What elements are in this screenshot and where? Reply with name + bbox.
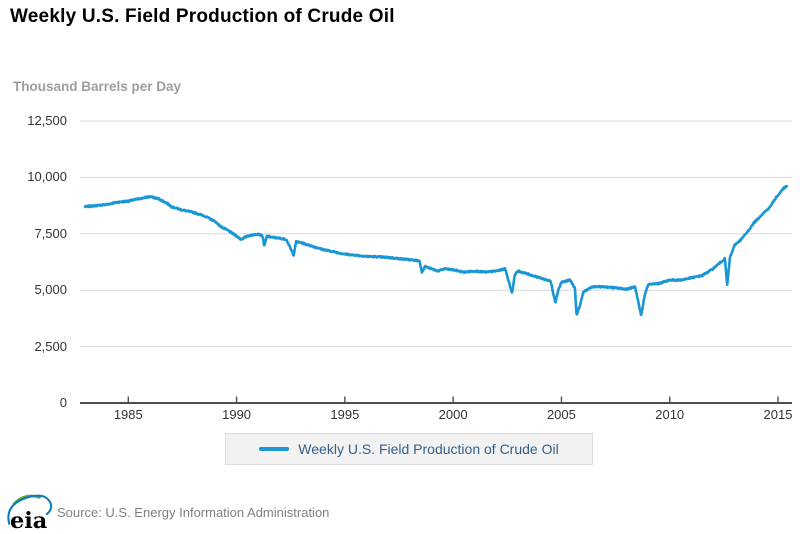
x-tick-label: 1990 [222, 407, 252, 422]
y-tick-label: 10,000 [27, 169, 67, 185]
source-note: Source: U.S. Energy Information Administ… [57, 505, 330, 520]
y-tick-label: 5,000 [34, 282, 67, 298]
y-tick-label: 12,500 [27, 113, 67, 128]
eia-logo: eia [7, 494, 53, 532]
x-tick-label: 2005 [546, 407, 576, 422]
legend-label: Weekly U.S. Field Production of Crude Oi… [298, 441, 559, 457]
chart-title: Weekly U.S. Field Production of Crude Oi… [10, 6, 395, 27]
footer: eia Source: U.S. Energy Information Admi… [0, 486, 800, 534]
y-axis-title: Thousand Barrels per Day [13, 79, 182, 94]
y-tick-label: 2,500 [34, 338, 67, 354]
x-tick-label: 1985 [113, 407, 143, 422]
y-tick-label: 7,500 [34, 225, 67, 241]
gridlines [80, 120, 792, 348]
x-tick-label: 2010 [655, 407, 685, 422]
x-axis [80, 396, 792, 404]
legend[interactable]: Weekly U.S. Field Production of Crude Oi… [225, 433, 593, 465]
x-tick-label: 2015 [763, 407, 793, 422]
production-line-series[interactable] [83, 184, 789, 317]
y-tick-label: 0 [59, 395, 67, 410]
x-tick-label: 2000 [438, 407, 468, 422]
svg-text:eia: eia [10, 508, 47, 532]
x-tick-label: 1995 [330, 407, 360, 422]
legend-line-swatch-icon [259, 447, 290, 451]
